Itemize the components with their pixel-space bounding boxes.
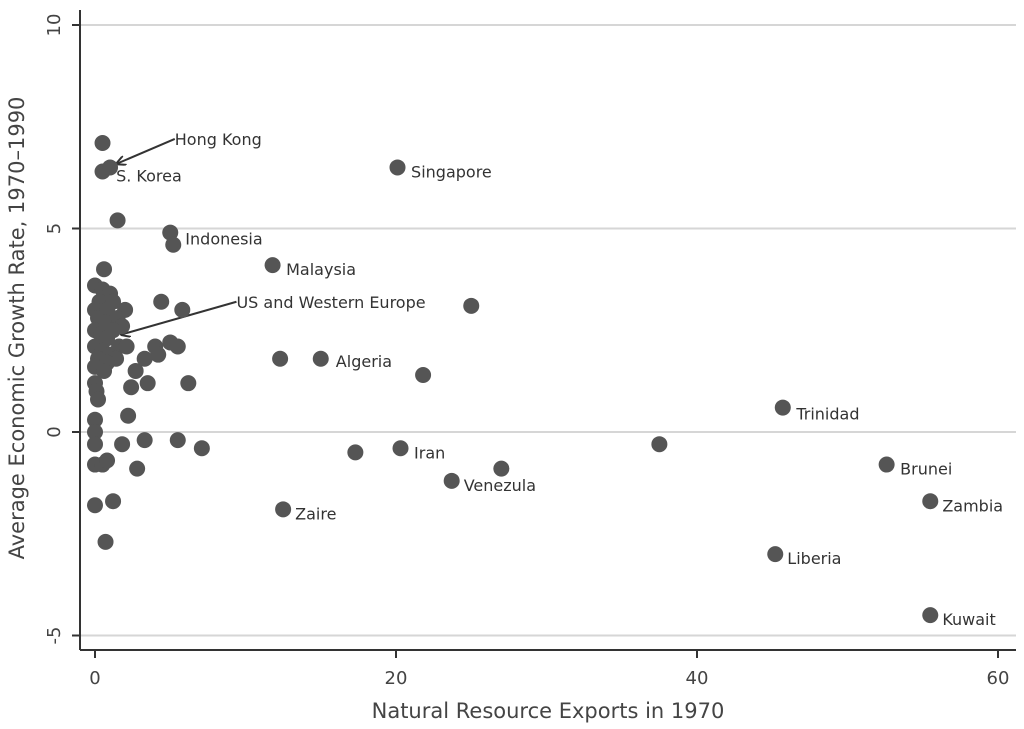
data-point: [922, 607, 939, 624]
y-tick-label: 10: [44, 14, 65, 37]
data-points: [87, 135, 939, 624]
data-point: [150, 346, 167, 363]
data-point: [109, 212, 126, 229]
data-point: [169, 432, 186, 449]
x-tick-label: 40: [686, 668, 709, 689]
data-point: [123, 379, 140, 396]
point-labels: Hong Kong S. Korea Singapore Indonesia Malay…: [116, 130, 1003, 629]
y-tick-label: 0: [44, 426, 65, 437]
data-point: [774, 399, 791, 416]
data-point: [389, 159, 406, 176]
data-point: [139, 375, 156, 392]
point-label: Indonesia: [185, 230, 262, 249]
point-label: Kuwait: [942, 610, 995, 629]
data-point: [878, 456, 895, 473]
data-point: [275, 501, 292, 518]
point-label: Malaysia: [286, 260, 356, 279]
data-point: [87, 411, 103, 428]
point-label: US and Western Europe: [236, 293, 425, 312]
point-label: Venezula: [464, 476, 536, 495]
x-axis-title: Natural Resource Exports in 1970: [372, 699, 725, 723]
x-tick-label: 20: [385, 668, 408, 689]
data-point: [99, 330, 116, 347]
annotation-arrows: [118, 138, 237, 335]
x-tick-label: 60: [987, 668, 1010, 689]
data-point: [94, 135, 111, 152]
data-point: [463, 297, 480, 314]
point-label: Brunei: [900, 460, 952, 479]
data-point: [87, 497, 103, 514]
data-point: [651, 436, 668, 453]
data-point: [87, 436, 103, 453]
data-point: [162, 224, 179, 241]
data-point: [347, 444, 364, 461]
point-label: Iran: [414, 443, 445, 462]
data-point: [767, 546, 784, 563]
data-point: [99, 452, 116, 469]
data-point: [312, 350, 329, 367]
point-label: Liberia: [787, 549, 841, 568]
data-point: [153, 293, 170, 310]
data-point: [96, 362, 113, 379]
data-point: [120, 407, 137, 424]
data-point: [443, 472, 460, 489]
y-tick-label: -5: [44, 627, 65, 645]
point-label: S. Korea: [116, 167, 182, 186]
point-label: Hong Kong: [175, 130, 262, 149]
axes: -5 0 5 10 0 20 40 60: [44, 10, 1016, 689]
point-label: Zambia: [942, 496, 1003, 515]
data-point: [105, 493, 122, 510]
data-point: [114, 436, 131, 453]
data-point: [174, 301, 191, 318]
data-point: [165, 236, 182, 253]
point-label: Singapore: [411, 163, 492, 182]
data-point: [90, 391, 107, 408]
data-point: [272, 350, 289, 367]
data-point: [129, 460, 146, 477]
data-point: [193, 440, 210, 457]
data-point: [922, 493, 939, 510]
data-point: [415, 367, 432, 384]
data-point: [392, 440, 409, 457]
x-tick-label: 0: [89, 668, 100, 689]
data-point: [96, 261, 113, 278]
data-point: [180, 375, 197, 392]
gridlines: [80, 24, 1016, 637]
annotation-arrow: [118, 138, 176, 163]
data-point: [136, 432, 153, 449]
annotation-arrow: [122, 300, 237, 335]
data-point: [97, 533, 114, 550]
point-label: Trinidad: [795, 405, 859, 424]
y-tick-label: 5: [44, 223, 65, 234]
data-point: [493, 460, 510, 477]
data-point: [87, 424, 103, 440]
data-point: [102, 159, 119, 176]
data-point: [127, 362, 144, 379]
point-label: Zaire: [295, 504, 336, 523]
data-point: [136, 350, 153, 367]
data-point: [264, 257, 281, 274]
y-axis-title: Average Economic Growth Rate, 1970–1990: [5, 97, 29, 560]
data-point: [169, 338, 186, 355]
data-point: [118, 338, 135, 355]
point-label: Algeria: [336, 352, 392, 371]
